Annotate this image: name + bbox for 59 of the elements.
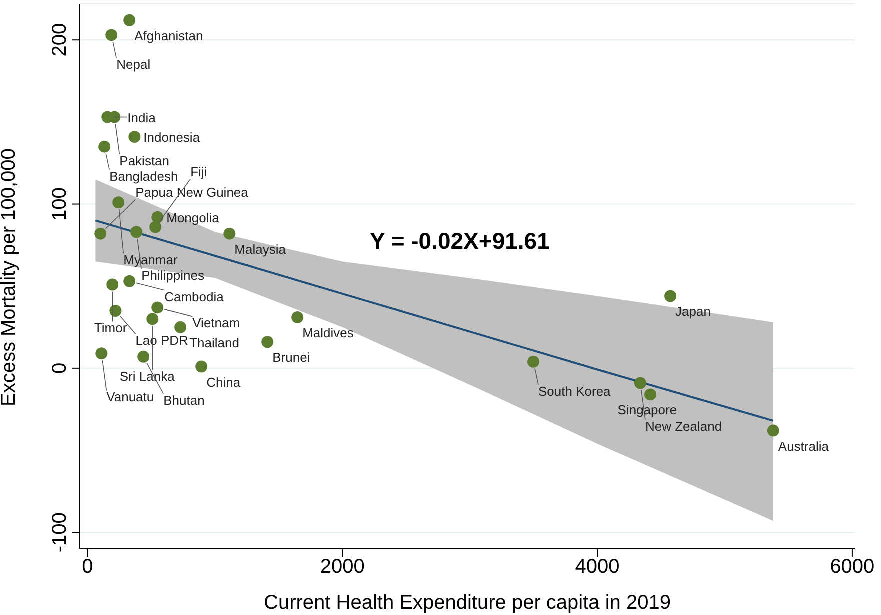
point [130, 226, 143, 238]
point [112, 196, 125, 209]
annotation: Fiji [190, 164, 208, 180]
point [152, 302, 164, 314]
point [664, 290, 677, 302]
point [528, 356, 540, 368]
point [128, 130, 141, 143]
annotation: Cambodia [164, 289, 225, 304]
point [767, 424, 780, 437]
annotation: Vanuatu [106, 390, 154, 405]
point [196, 360, 208, 373]
point [150, 221, 162, 234]
annotation: Y = -0.02X+91.61 [370, 228, 550, 255]
y-tick-label: 0 [49, 362, 71, 374]
point [110, 304, 122, 317]
point [262, 336, 274, 348]
annotation: Maldives [302, 326, 354, 341]
point [94, 228, 107, 240]
annotation: Australia [778, 438, 830, 454]
x-axis-title: Current Health Expenditure per capita in 2019 [264, 592, 671, 614]
point [124, 14, 136, 26]
y-tick-label: 100 [49, 188, 71, 221]
point [292, 312, 304, 324]
point [106, 278, 119, 291]
point [224, 228, 236, 240]
point [124, 275, 136, 288]
annotation: Mongolia [166, 210, 220, 226]
annotation: Brunei [272, 350, 310, 366]
annotation: Vietnam [192, 316, 240, 331]
annotation: Bhutan [164, 392, 205, 408]
point [146, 313, 159, 326]
annotation: Philippines [142, 268, 205, 284]
point [98, 140, 111, 153]
annotation: India [128, 110, 157, 126]
annotation: Bangladesh [110, 168, 178, 184]
annotation: Indonesia [144, 130, 201, 145]
annotation: Thailand [190, 335, 240, 350]
point [634, 377, 646, 390]
x-tick-label: 0 [82, 556, 94, 578]
annotation: New Zealand [645, 419, 722, 434]
x-tick-label: 6000 [830, 556, 875, 578]
y-axis-title: Excess Mortality per 100,000 [0, 148, 20, 406]
x-tick-label: 2000 [320, 556, 365, 578]
annotation: Timor [94, 320, 128, 336]
annotation: Nepal [116, 57, 151, 72]
annotation: South Korea [538, 384, 612, 399]
annotation: Malaysia [234, 242, 287, 257]
y-tick-label: 200 [49, 23, 71, 57]
point [96, 348, 108, 360]
point [138, 350, 150, 363]
annotation: Japan [676, 304, 711, 320]
point [174, 321, 187, 334]
y-tick-label: -100 [49, 512, 71, 553]
annotation: China [206, 374, 242, 390]
annotation: Afghanistan [134, 28, 204, 44]
point [644, 388, 657, 401]
annotation: Pakistan [120, 153, 170, 168]
point [106, 29, 118, 42]
x-tick-label: 4000 [575, 556, 620, 578]
